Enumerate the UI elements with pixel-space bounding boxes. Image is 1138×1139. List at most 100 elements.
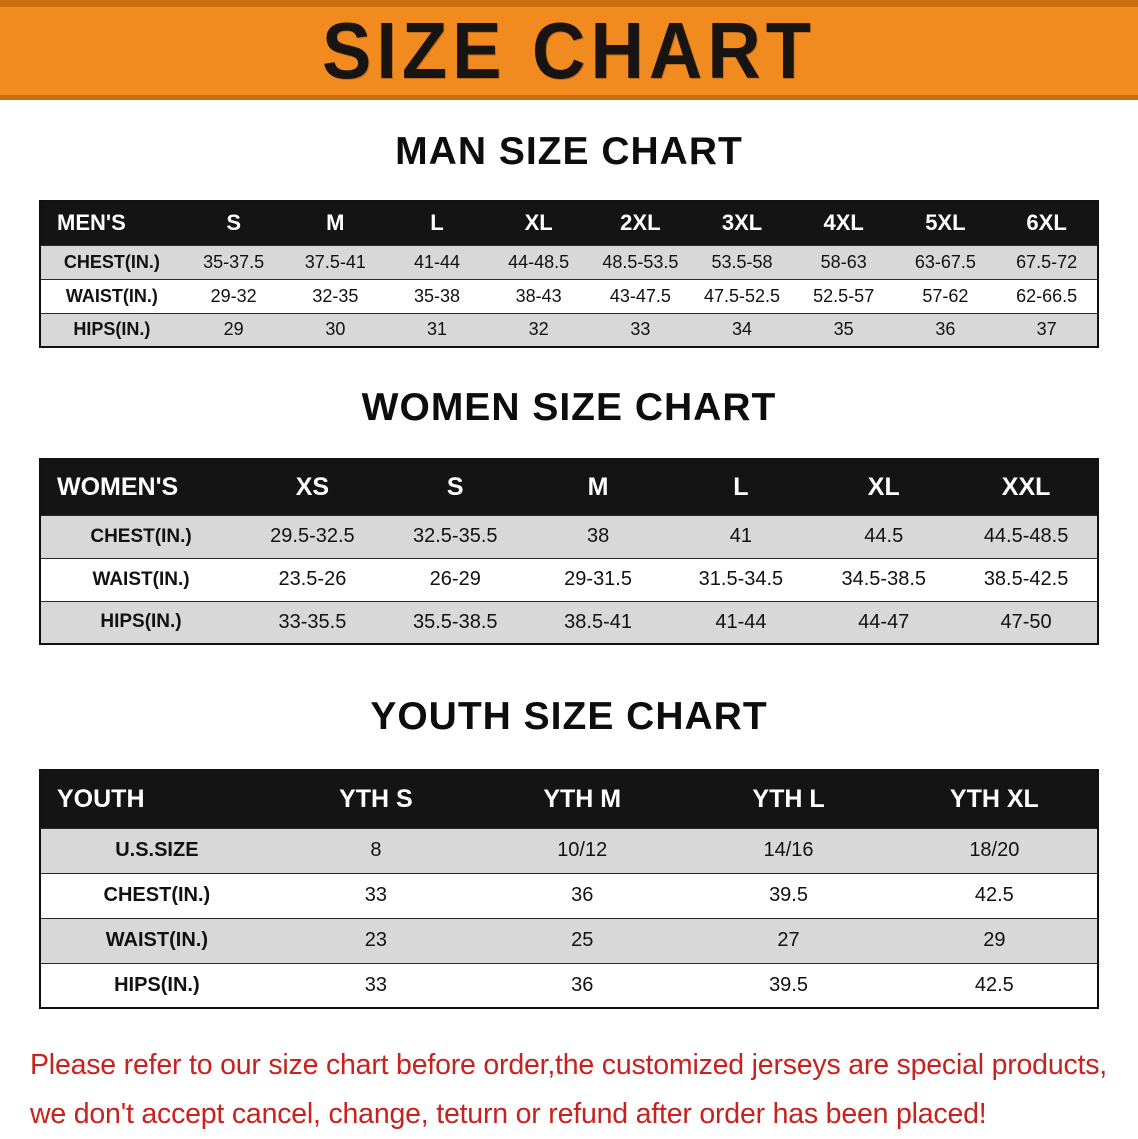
disclaimer-line-1: Please refer to our size chart before or… [30,1049,1108,1081]
size-value: 44.5 [812,514,956,558]
size-value: 38.5-41 [526,600,670,644]
size-value: 67.5-72 [996,244,1098,279]
table-title-cell: MEN'S [40,201,183,245]
size-value: 63-67.5 [894,244,997,279]
size-value: 25 [479,917,686,963]
size-value: 41 [669,514,813,558]
size-value: 41-44 [386,244,488,279]
size-value: 33 [589,312,692,347]
size-value: 38 [526,514,670,558]
size-value: 58-63 [792,244,895,279]
size-value: 44-47 [812,600,956,644]
size-value: 42.5 [891,962,1098,1008]
size-header-cell: 4XL [792,201,895,245]
size-header-cell: XL [812,459,956,515]
size-value: 62-66.5 [996,278,1098,313]
size-value: 18/20 [891,827,1098,873]
row-label: HIPS(IN.) [40,962,273,1008]
size-header-cell: 2XL [589,201,692,245]
table-header-row: WOMEN'S XS S M L XL XXL [40,459,1098,515]
size-header-cell: M [526,459,670,515]
size-value: 35-38 [386,278,488,313]
size-value: 33 [272,962,480,1008]
row-label: HIPS(IN.) [40,600,242,644]
size-value: 36 [479,872,686,918]
size-value: 34 [691,312,793,347]
size-value: 29.5-32.5 [241,514,384,558]
size-value: 53.5-58 [691,244,793,279]
table-header-row: MEN'S S M L XL 2XL 3XL 4XL 5XL 6XL [40,201,1098,245]
section-heading: YOUTH SIZE CHART [370,695,768,738]
row-label: WAIST(IN.) [40,557,242,601]
size-header-cell: L [669,459,813,515]
size-value: 31 [386,312,488,347]
size-header-cell: S [383,459,527,515]
size-section: WOMEN SIZE CHART WOMEN'S XS S M L XL XXL CHEST(I… [0,386,1138,645]
table-row: U.S.SIZE 8 10/12 14/16 18/20 [40,827,1098,873]
table-title-cell: WOMEN'S [40,459,242,515]
table-row: WAIST(IN.) 29-32 32-35 35-38 38-43 43-47.5 47.… [40,278,1098,313]
table-row: CHEST(IN.) 33 36 39.5 42.5 [40,872,1098,918]
size-header-cell: L [386,201,488,245]
size-value: 47-50 [955,600,1098,644]
size-value: 48.5-53.5 [589,244,692,279]
size-value: 30 [284,312,387,347]
row-label: WAIST(IN.) [40,917,273,963]
size-value: 27 [685,917,892,963]
size-value: 26-29 [383,557,527,601]
size-value: 43-47.5 [589,278,692,313]
size-value: 52.5-57 [792,278,895,313]
row-label: CHEST(IN.) [40,872,273,918]
size-chart-sections: MAN SIZE CHART MEN'S S M L XL 2XL 3XL 4XL 5XL 6XL C… [0,130,1138,1009]
size-section: MAN SIZE CHART MEN'S S M L XL 2XL 3XL 4XL 5XL 6XL C… [0,130,1138,348]
size-table: YOUTH YTH S YTH M YTH L YTH XL U.S.SIZE 8 10/12… [39,769,1099,1009]
size-value: 29 [182,312,285,347]
size-table: MEN'S S M L XL 2XL 3XL 4XL 5XL 6XL CHEST(IN.) 35-37… [39,200,1099,348]
size-value: 8 [272,827,480,873]
table-row: CHEST(IN.) 29.5-32.5 32.5-35.5 38 41 44.5 44.5… [40,514,1098,558]
size-value: 33-35.5 [241,600,384,644]
section-heading: WOMEN SIZE CHART [361,386,777,429]
size-value: 41-44 [669,600,813,644]
size-value: 32 [487,312,590,347]
size-header-cell: 3XL [691,201,793,245]
size-header-cell: YTH XL [891,770,1098,828]
size-value: 42.5 [891,872,1098,918]
size-value: 44.5-48.5 [955,514,1098,558]
size-header-cell: YTH S [272,770,480,828]
size-value: 37 [996,312,1098,347]
row-label: CHEST(IN.) [40,514,242,558]
table-row: HIPS(IN.) 33-35.5 35.5-38.5 38.5-41 41-44 44-… [40,600,1098,644]
size-value: 47.5-52.5 [691,278,793,313]
table-row: WAIST(IN.) 23 25 27 29 [40,917,1098,963]
size-value: 23 [272,917,480,963]
table-row: HIPS(IN.) 33 36 39.5 42.5 [40,962,1098,1008]
size-value: 35.5-38.5 [383,600,527,644]
table-header-row: YOUTH YTH S YTH M YTH L YTH XL [40,770,1098,828]
size-value: 36 [479,962,686,1008]
size-value: 23.5-26 [241,557,384,601]
size-header-cell: M [284,201,387,245]
size-header-cell: S [182,201,285,245]
size-value: 38.5-42.5 [955,557,1098,601]
size-header-cell: XL [487,201,590,245]
size-header-cell: 6XL [996,201,1098,245]
size-value: 36 [894,312,997,347]
row-label: CHEST(IN.) [40,244,183,279]
size-value: 57-62 [894,278,997,313]
disclaimer-line-2: we don't accept cancel, change, teturn o… [30,1098,987,1131]
size-value: 35-37.5 [182,244,285,279]
size-header-cell: XXL [955,459,1098,515]
size-table: WOMEN'S XS S M L XL XXL CHEST(IN.) 29.5-32.5 32.5… [39,458,1099,645]
size-value: 34.5-38.5 [812,557,956,601]
table-title-cell: YOUTH [40,770,273,828]
size-value: 29-32 [182,278,285,313]
size-value: 29-31.5 [526,557,670,601]
size-header-cell: YTH M [479,770,686,828]
table-row: HIPS(IN.) 29 30 31 32 33 34 35 36 37 [40,312,1098,347]
size-value: 32-35 [284,278,387,313]
size-header-cell: XS [241,459,384,515]
row-label: U.S.SIZE [40,827,273,873]
size-value: 38-43 [487,278,590,313]
size-value: 39.5 [685,962,892,1008]
